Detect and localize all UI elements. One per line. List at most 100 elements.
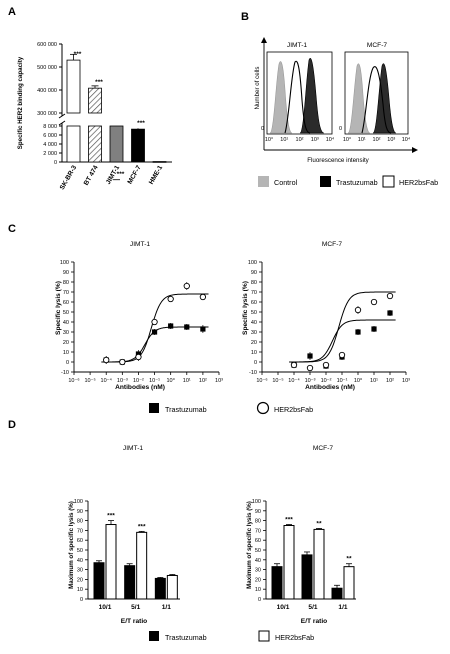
panel-c-point-her2bsfab [103,356,110,364]
panel-b-xtick-label: 10² [296,137,304,143]
panel-d-ylabel-jimt1: Maximum of specific lysis (%) [68,501,75,589]
legend-trastuzumab-swatch [320,176,331,187]
panel-d-ytick-label: 20 [255,577,261,583]
panel-a-significance: *** [74,51,82,58]
panel-c-xtick-label: 10⁻⁶ [256,377,267,384]
panel-c-point-trastuzumab [387,310,393,316]
panel-b-title-jimt1: JIMT-1 [287,42,307,49]
panel-d-ytick-label: 100 [74,499,83,505]
panel-c-ytick-label: 50 [63,310,69,316]
jimt1-trastuzumab-histogram [299,58,325,134]
panel-a-category-label: BT 474 [83,164,100,187]
panel-label-b: B [241,11,249,23]
panel-label-a: A [8,6,16,18]
mcf7-her2bsfab-histogram [361,66,392,134]
panel-c-xtick-label: 10³ [402,378,410,384]
panel-c-point-trastuzumab [371,326,377,332]
panel-d-bar-trastuzumab [93,562,105,600]
panel-c-xtick-label: 10¹ [370,378,378,384]
panel-d-xlabel-jimt1: E/T ratio [121,618,147,625]
panel-c-ylabel-mcf7: Specific lysis (%) [242,281,249,335]
panel-c-xtick-label: 10⁻⁵ [84,377,95,384]
panel-d-significance: ** [346,556,352,563]
panel-d-bar-trastuzumab [271,566,283,600]
panel-c-ylabel-jimt1: Specific lysis (%) [55,281,62,335]
panel-d-ytick-label: 60 [255,538,261,544]
panel-c-xtick-label: 10² [386,378,394,384]
panel-d-max-lysis-bars: JIMT-1 MCF-7 Maximum of specific lysis (… [68,445,356,642]
panel-c-ytick-label: 100 [248,260,257,266]
panel-c-point-her2bsfab [119,358,126,366]
panel-b-xarrow-head [412,147,418,153]
panel-c-xtick-label: 10⁻⁶ [68,377,79,384]
panel-a-break-mark [58,113,66,119]
panel-c-ytick-label: -10 [61,370,69,376]
panel-d-title-jimt1: JIMT-1 [123,445,143,452]
legend-c-her2bsfab-label: HER2bsFab [274,405,313,414]
panel-d-category-label: 5/1 [308,604,317,611]
panel-d-ytick-label: 0 [80,597,83,603]
panel-c-xtick-label: 10⁻⁴ [101,377,113,384]
panel-c-xtick-label: 10² [199,378,207,384]
panel-d-ytick-label: 60 [77,538,83,544]
panel-c-point-her2bsfab [338,351,346,359]
panel-d-ytick-label: 40 [255,558,261,564]
panel-a-bar-upper [66,59,81,114]
panel-d-ylabel-mcf7: Maximum of specific lysis (%) [246,501,253,589]
panel-d-ytick-label: 10 [255,587,261,593]
panel-a-significance: *** [137,120,145,127]
panel-c-ytick-label: 0 [66,360,69,366]
panel-d-ytick-label: 80 [255,519,261,525]
panel-c-ytick-label: 90 [63,270,69,276]
panel-d-bar-trastuzumab [154,577,166,600]
panel-d-title-mcf7: MCF-7 [313,445,333,452]
panel-c-point-trastuzumab [355,329,361,335]
panel-c-fit-curve [289,291,396,363]
panel-c-point-trastuzumab [307,353,313,359]
panel-c-xtick-label: 10⁻⁵ [272,377,283,384]
panel-a-ytick-label: 4 000 [43,142,57,148]
legend-trastuzumab-label: Trastuzumab [336,178,378,187]
panel-c-ytick-label: 20 [251,340,257,346]
panel-c-title-jimt1: JIMT-1 [130,241,150,248]
jimt1-control-histogram [269,61,293,134]
panel-d-category-label: 10/1 [277,604,290,611]
panel-d-category-label: 10/1 [99,604,112,611]
panel-c-fit-curve [101,293,209,363]
panel-b-xtick-label: 10¹ [358,137,366,143]
legend-her2bsfab-swatch [382,175,395,188]
panel-c-xtick-label: 10¹ [183,378,191,384]
panel-c-point-her2bsfab [322,361,330,369]
panel-a-bar-upper [88,87,102,114]
panel-c-ytick-label: 10 [251,350,257,356]
panel-c-point-her2bsfab [151,318,158,326]
panel-a-ytick-label: 500 000 [37,65,57,71]
panel-c-xlabel-jimt1: Antibodies (nM) [115,384,165,391]
panel-a-bar [152,161,167,163]
panel-c-ytick-label: 30 [251,330,257,336]
legend-c-trastuzumab-swatch [149,403,159,413]
panel-c-ytick-label: 80 [63,280,69,286]
panel-c-xtick-label: 10⁻¹ [149,378,160,384]
panel-a-category-label: HME-1 [148,164,164,186]
panel-c-point-her2bsfab [290,361,298,369]
panel-c-point-her2bsfab [183,282,190,290]
panel-a-ytick-label: 600 000 [37,42,57,48]
panel-d-significance: *** [285,517,293,524]
panel-d-ytick-label: 50 [77,548,83,554]
legend-d-her2bsfab-swatch [258,630,270,642]
panel-d-bar-trastuzumab [331,587,343,600]
panel-c-xtick-label: 10⁻² [321,378,332,384]
panel-a-ytick-label: 0 [54,160,57,166]
panel-c-point-trastuzumab [200,326,206,332]
panel-c-point-her2bsfab [135,353,142,361]
panel-d-ytick-label: 30 [255,568,261,574]
panel-d-bar-her2bsfab [313,528,325,600]
panel-d-bar-trastuzumab [301,554,313,600]
panel-c-point-trastuzumab [184,324,190,330]
panel-d-ytick-label: 20 [77,577,83,583]
jimt1-her2bsfab-histogram [284,60,311,134]
panel-c-point-trastuzumab [168,323,174,329]
panel-c-point-her2bsfab [306,364,314,372]
panel-b-title-mcf7: MCF-7 [367,42,387,49]
